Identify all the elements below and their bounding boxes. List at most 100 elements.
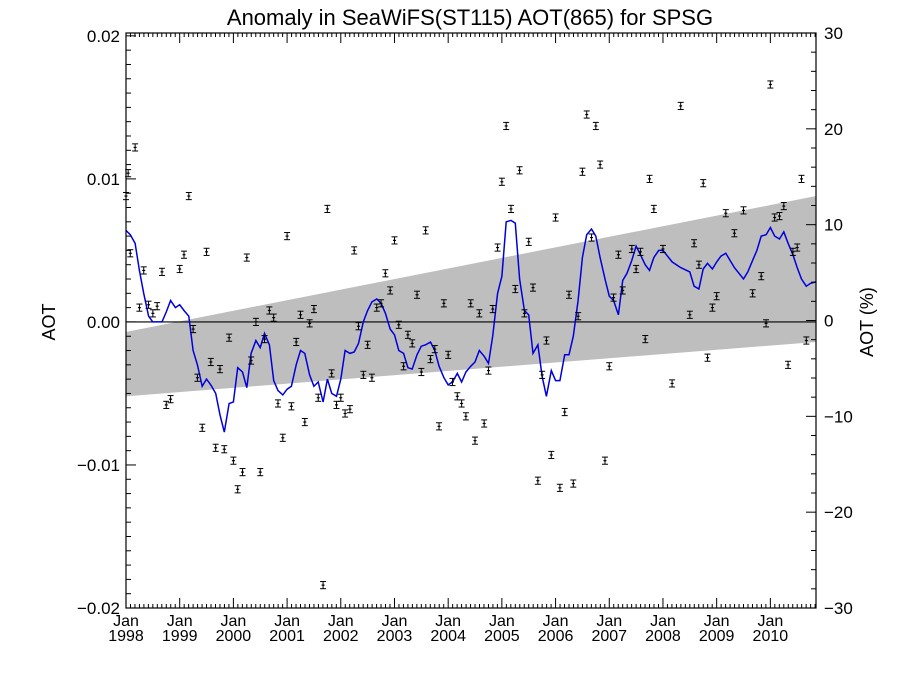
trend-band (126, 196, 816, 397)
data-point (556, 483, 563, 492)
x-tick-label-year: 2006 (538, 628, 574, 645)
data-point (301, 417, 308, 427)
data-point (686, 310, 693, 319)
x-tick-label-month: Jan (274, 613, 300, 630)
data-point (320, 581, 327, 590)
data-point (310, 304, 317, 314)
data-point (722, 209, 729, 218)
data-point (628, 244, 635, 254)
data-point (749, 289, 756, 298)
data-point (400, 362, 407, 371)
data-point (378, 299, 385, 308)
data-point (669, 379, 676, 388)
data-point (261, 335, 268, 344)
y-tick-label: −0.02 (77, 599, 120, 618)
data-point (508, 204, 515, 214)
data-point (315, 393, 322, 402)
data-point (203, 247, 210, 256)
data-point (659, 244, 666, 254)
smoothed-series-line (125, 219, 817, 433)
x-axis: Jan1998Jan1999Jan2000Jan2001Jan2002Jan20… (108, 33, 816, 645)
data-point (364, 340, 371, 349)
data-point (565, 290, 572, 299)
data-point (789, 247, 796, 256)
y2-axis-label: AOT (%) (857, 287, 877, 357)
x-tick-label-year: 1999 (162, 628, 198, 645)
data-point (539, 370, 546, 379)
data-point (498, 177, 505, 186)
data-point (422, 226, 429, 235)
data-point (342, 409, 349, 418)
data-point (677, 101, 684, 111)
y-axis-label: AOT (39, 303, 59, 340)
data-point (512, 284, 519, 294)
data-point (449, 377, 456, 387)
data-point (521, 309, 528, 318)
x-tick-label-year: 2005 (484, 628, 520, 645)
data-point (266, 306, 273, 315)
y2-tick-label: 30 (824, 24, 843, 43)
data-point (785, 360, 792, 369)
data-point (445, 350, 452, 359)
data-point (472, 436, 479, 445)
data-point (700, 179, 707, 188)
chart-title: Anomaly in SeaWiFS(ST115) AOT(865) for S… (227, 5, 713, 30)
data-point (149, 309, 156, 318)
data-point (476, 309, 483, 318)
data-point (713, 292, 720, 301)
data-point (462, 412, 469, 421)
data-point (709, 303, 716, 312)
data-point (132, 143, 139, 152)
data-point (436, 422, 443, 431)
data-point (199, 423, 206, 432)
x-tick-label-year: 2007 (591, 628, 627, 645)
data-point (368, 373, 375, 382)
data-point (395, 320, 402, 329)
data-point (221, 445, 228, 454)
data-point (548, 450, 555, 460)
x-tick-label-year: 2001 (269, 628, 305, 645)
data-point (284, 232, 291, 241)
data-point (288, 402, 295, 411)
data-point (216, 365, 223, 374)
data-point (503, 121, 510, 131)
data-point (534, 476, 541, 485)
data-point (494, 243, 501, 252)
data-point (297, 310, 304, 319)
data-point (176, 264, 183, 274)
data-point (561, 407, 568, 417)
x-tick-label-month: Jan (543, 613, 569, 630)
data-point (248, 356, 255, 365)
data-point (414, 290, 421, 299)
x-tick-label-month: Jan (757, 613, 783, 630)
data-point (351, 246, 358, 255)
y2-tick-label: 20 (824, 120, 843, 139)
data-point (333, 400, 340, 409)
data-point (803, 336, 810, 345)
data-point (798, 174, 805, 183)
data-point (481, 419, 488, 428)
x-tick-label-month: Jan (382, 613, 408, 630)
x-tick-label-year: 2008 (645, 628, 681, 645)
x-tick-label-year: 2000 (216, 628, 252, 645)
y-tick-label: 0.00 (87, 313, 120, 332)
x-tick-label-year: 2010 (753, 628, 789, 645)
data-point (158, 267, 165, 276)
data-point (293, 337, 300, 347)
data-point (489, 304, 496, 314)
data-point (597, 160, 604, 169)
data-point (328, 369, 335, 378)
y-tick-label: 0.01 (87, 170, 120, 189)
data-point (346, 405, 353, 414)
x-tick-label-month: Jan (596, 613, 622, 630)
data-point (279, 433, 286, 442)
data-point (230, 456, 237, 465)
data-point (552, 213, 559, 222)
x-tick-label-year: 2003 (377, 628, 413, 645)
y2-tick-label: −20 (824, 503, 853, 522)
data-point (234, 485, 241, 494)
data-point (704, 353, 711, 362)
data-point (731, 229, 738, 238)
y2-tick-label: −10 (824, 407, 853, 426)
